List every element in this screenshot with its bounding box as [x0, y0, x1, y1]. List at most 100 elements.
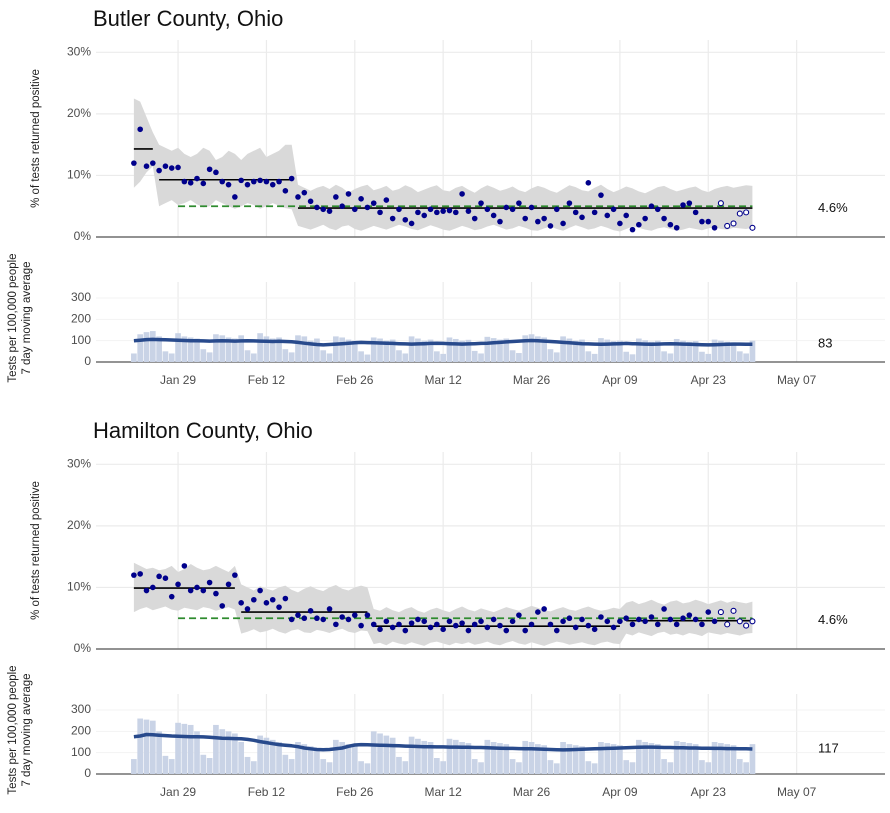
- positivity-point: [528, 621, 535, 628]
- test-bar: [465, 743, 472, 774]
- test-bar: [724, 341, 731, 362]
- positivity-point: [301, 615, 308, 622]
- test-bar: [711, 339, 718, 362]
- positivity-point: [591, 209, 598, 216]
- test-bar: [320, 350, 327, 362]
- positivity-point: [396, 621, 402, 628]
- positivity-point: [547, 223, 554, 229]
- test-bar: [396, 350, 402, 362]
- positivity-point: [452, 622, 459, 629]
- test-bar: [263, 737, 270, 774]
- positivity-point: [579, 214, 585, 221]
- incomplete-point: [736, 210, 743, 217]
- test-bar: [377, 338, 383, 362]
- test-bar: [421, 740, 428, 774]
- test-bar: [225, 337, 232, 362]
- positivity-point: [137, 126, 143, 133]
- test-bar: [598, 742, 604, 774]
- positivity-point: [415, 616, 421, 623]
- test-bar: [244, 756, 251, 774]
- positivity-point: [654, 621, 661, 628]
- positivity-point: [553, 627, 560, 634]
- positivity-point: [686, 612, 693, 618]
- positivity-point: [459, 191, 465, 197]
- test-bar: [541, 337, 547, 362]
- test-bar: [560, 742, 566, 774]
- test-bar: [181, 723, 188, 774]
- test-bar: [509, 350, 516, 362]
- positivity-point: [598, 614, 604, 620]
- test-bar: [598, 338, 604, 362]
- positivity-point: [610, 206, 617, 213]
- positivity-point: [307, 198, 314, 205]
- test-bar: [459, 742, 465, 774]
- test-bar: [648, 743, 655, 774]
- x-tick-label: Feb 12: [248, 785, 286, 799]
- positivity-point: [162, 575, 169, 582]
- positivity-point: [156, 167, 162, 174]
- test-bar: [345, 339, 352, 362]
- positivity-point: [604, 212, 611, 219]
- test-bar: [194, 731, 200, 774]
- positivity-point: [711, 224, 718, 231]
- positivity-point: [667, 221, 674, 228]
- test-bar: [585, 761, 592, 774]
- positivity-point: [446, 207, 453, 214]
- positivity-point: [478, 618, 484, 625]
- test-bar: [339, 742, 346, 774]
- test-bar: [604, 743, 611, 774]
- test-bar: [427, 742, 434, 774]
- test-bar: [692, 744, 699, 774]
- test-bar: [269, 739, 276, 774]
- test-bar: [244, 350, 251, 362]
- test-bar: [572, 340, 579, 362]
- incomplete-point: [749, 224, 756, 231]
- positivity-point: [471, 215, 478, 222]
- test-bar: [408, 336, 415, 362]
- positivity-point: [566, 200, 573, 206]
- test-bar: [200, 349, 207, 362]
- positivity-point: [263, 178, 270, 185]
- positivity-point: [440, 626, 446, 633]
- positivity-point: [497, 218, 503, 225]
- test-bar: [225, 731, 232, 774]
- positivity-point: [427, 624, 434, 631]
- y-axis-title: % of tests returned positive: [30, 69, 42, 208]
- positivity-point: [339, 614, 345, 620]
- latest-positivity: 4.6%: [818, 200, 848, 215]
- positivity-point: [598, 192, 604, 198]
- test-bar: [295, 742, 301, 774]
- positivity-point: [187, 587, 194, 594]
- positivity-point: [206, 579, 213, 586]
- positivity-point: [692, 209, 699, 216]
- positivity-point: [673, 621, 680, 628]
- positivity-point: [251, 178, 257, 185]
- test-bar: [415, 738, 421, 774]
- test-bar: [560, 336, 566, 362]
- positivity-point: [434, 209, 440, 216]
- positivity-point: [295, 612, 301, 618]
- test-bar: [396, 756, 402, 774]
- positivity-point: [364, 204, 371, 211]
- chart-title: Butler County, Ohio: [93, 6, 283, 31]
- y-axis-title: Tests per 100,000 people: [7, 253, 19, 382]
- incomplete-point: [730, 607, 737, 614]
- incomplete-point: [724, 222, 731, 229]
- test-bar: [434, 758, 440, 774]
- positivity-point: [244, 606, 251, 612]
- test-bar: [673, 338, 680, 362]
- positivity-point: [320, 616, 327, 623]
- latest-tests: 83: [818, 336, 832, 351]
- x-tick-label: Apr 09: [602, 373, 638, 387]
- test-bar: [421, 340, 428, 362]
- test-bar: [579, 339, 585, 362]
- y-axis-title: % of tests returned positive: [30, 481, 42, 620]
- test-bar: [724, 744, 731, 774]
- positivity-point: [175, 581, 181, 588]
- test-bar: [610, 341, 617, 362]
- positivity-point: [478, 200, 484, 206]
- test-bar: [415, 338, 421, 362]
- test-bar: [553, 763, 560, 774]
- positivity-point: [503, 204, 510, 211]
- test-bar: [282, 349, 289, 362]
